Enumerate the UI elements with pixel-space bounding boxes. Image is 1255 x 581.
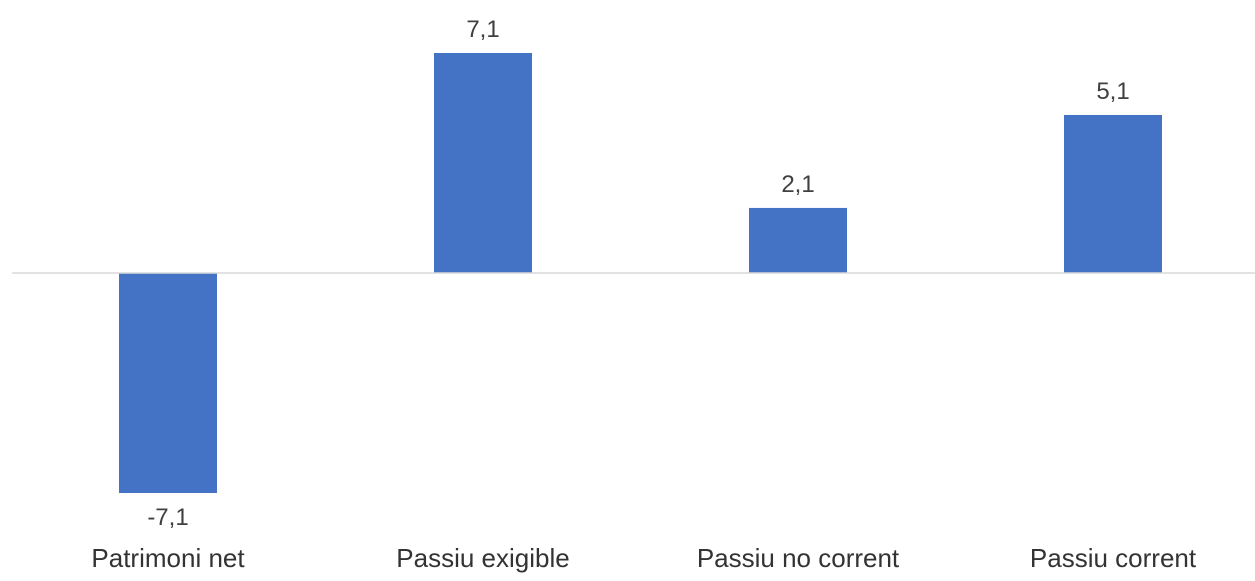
data-label-0: -7,1: [147, 504, 188, 531]
category-label-3: Passiu corrent: [1030, 543, 1197, 573]
data-label-1: 7,1: [466, 16, 499, 43]
category-label-2: Passiu no corrent: [697, 543, 900, 573]
category-label-1: Passiu exigible: [396, 543, 569, 573]
bar-3: [1064, 114, 1162, 273]
category-label-0: Patrimoni net: [91, 543, 245, 573]
data-label-2: 2,1: [781, 171, 814, 198]
bars-layer: [119, 53, 1162, 493]
data-labels-layer: -7,1 7,1 2,1 5,1: [147, 16, 1129, 531]
data-label-3: 5,1: [1096, 78, 1129, 105]
bar-0: [119, 273, 217, 493]
category-labels-layer: Patrimoni net Passiu exigible Passiu no co…: [91, 543, 1196, 573]
bar-2: [749, 207, 847, 273]
bar-1: [434, 53, 532, 273]
